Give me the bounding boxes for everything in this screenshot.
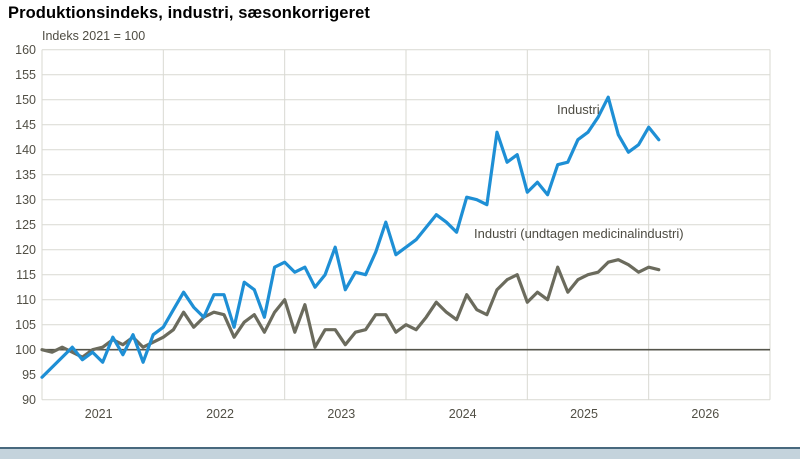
chart-title: Produktionsindeks, industri, sæsonkorrig… [8, 4, 370, 22]
series-line [40, 95, 661, 379]
x-axis-year-label: 2026 [691, 407, 720, 421]
y-axis-unit-label: Indeks 2021 = 100 [42, 29, 146, 43]
y-axis-tick-label: 90 [22, 392, 36, 407]
y-axis-tick-label: 110 [16, 292, 36, 307]
x-axis-year-label: 2023 [327, 407, 356, 421]
footer-divider-line [0, 447, 800, 449]
x-axis-year-label: 2021 [84, 407, 113, 421]
y-axis-tick-label: 100 [15, 342, 36, 357]
y-axis-tick-label: 150 [15, 92, 36, 107]
y-axis-tick-label: 160 [15, 42, 36, 57]
series-label-industri: Industri [557, 102, 600, 117]
y-axis-tick-label: 120 [15, 242, 36, 257]
x-axis-year-label: 2024 [448, 407, 477, 421]
y-axis-tick-label: 140 [15, 142, 36, 157]
y-axis-tick-label: 95 [22, 367, 36, 382]
x-axis-year-label: 2025 [570, 407, 598, 421]
y-axis-tick-label: 130 [15, 192, 36, 207]
y-axis-tick-label: 125 [15, 217, 36, 232]
y-axis-tick-label: 145 [15, 117, 36, 132]
y-axis-tick-label: 115 [16, 267, 36, 282]
y-axis-tick-label: 155 [15, 67, 36, 82]
series-line [40, 258, 661, 359]
y-axis-tick-label: 105 [15, 317, 36, 332]
x-axis-year-label: 2022 [206, 407, 234, 421]
series-label-industri-ex-medicinal: Industri (undtagen medicinalindustri) [474, 226, 684, 241]
footer-band [0, 449, 800, 459]
y-axis-tick-label: 135 [15, 167, 36, 182]
